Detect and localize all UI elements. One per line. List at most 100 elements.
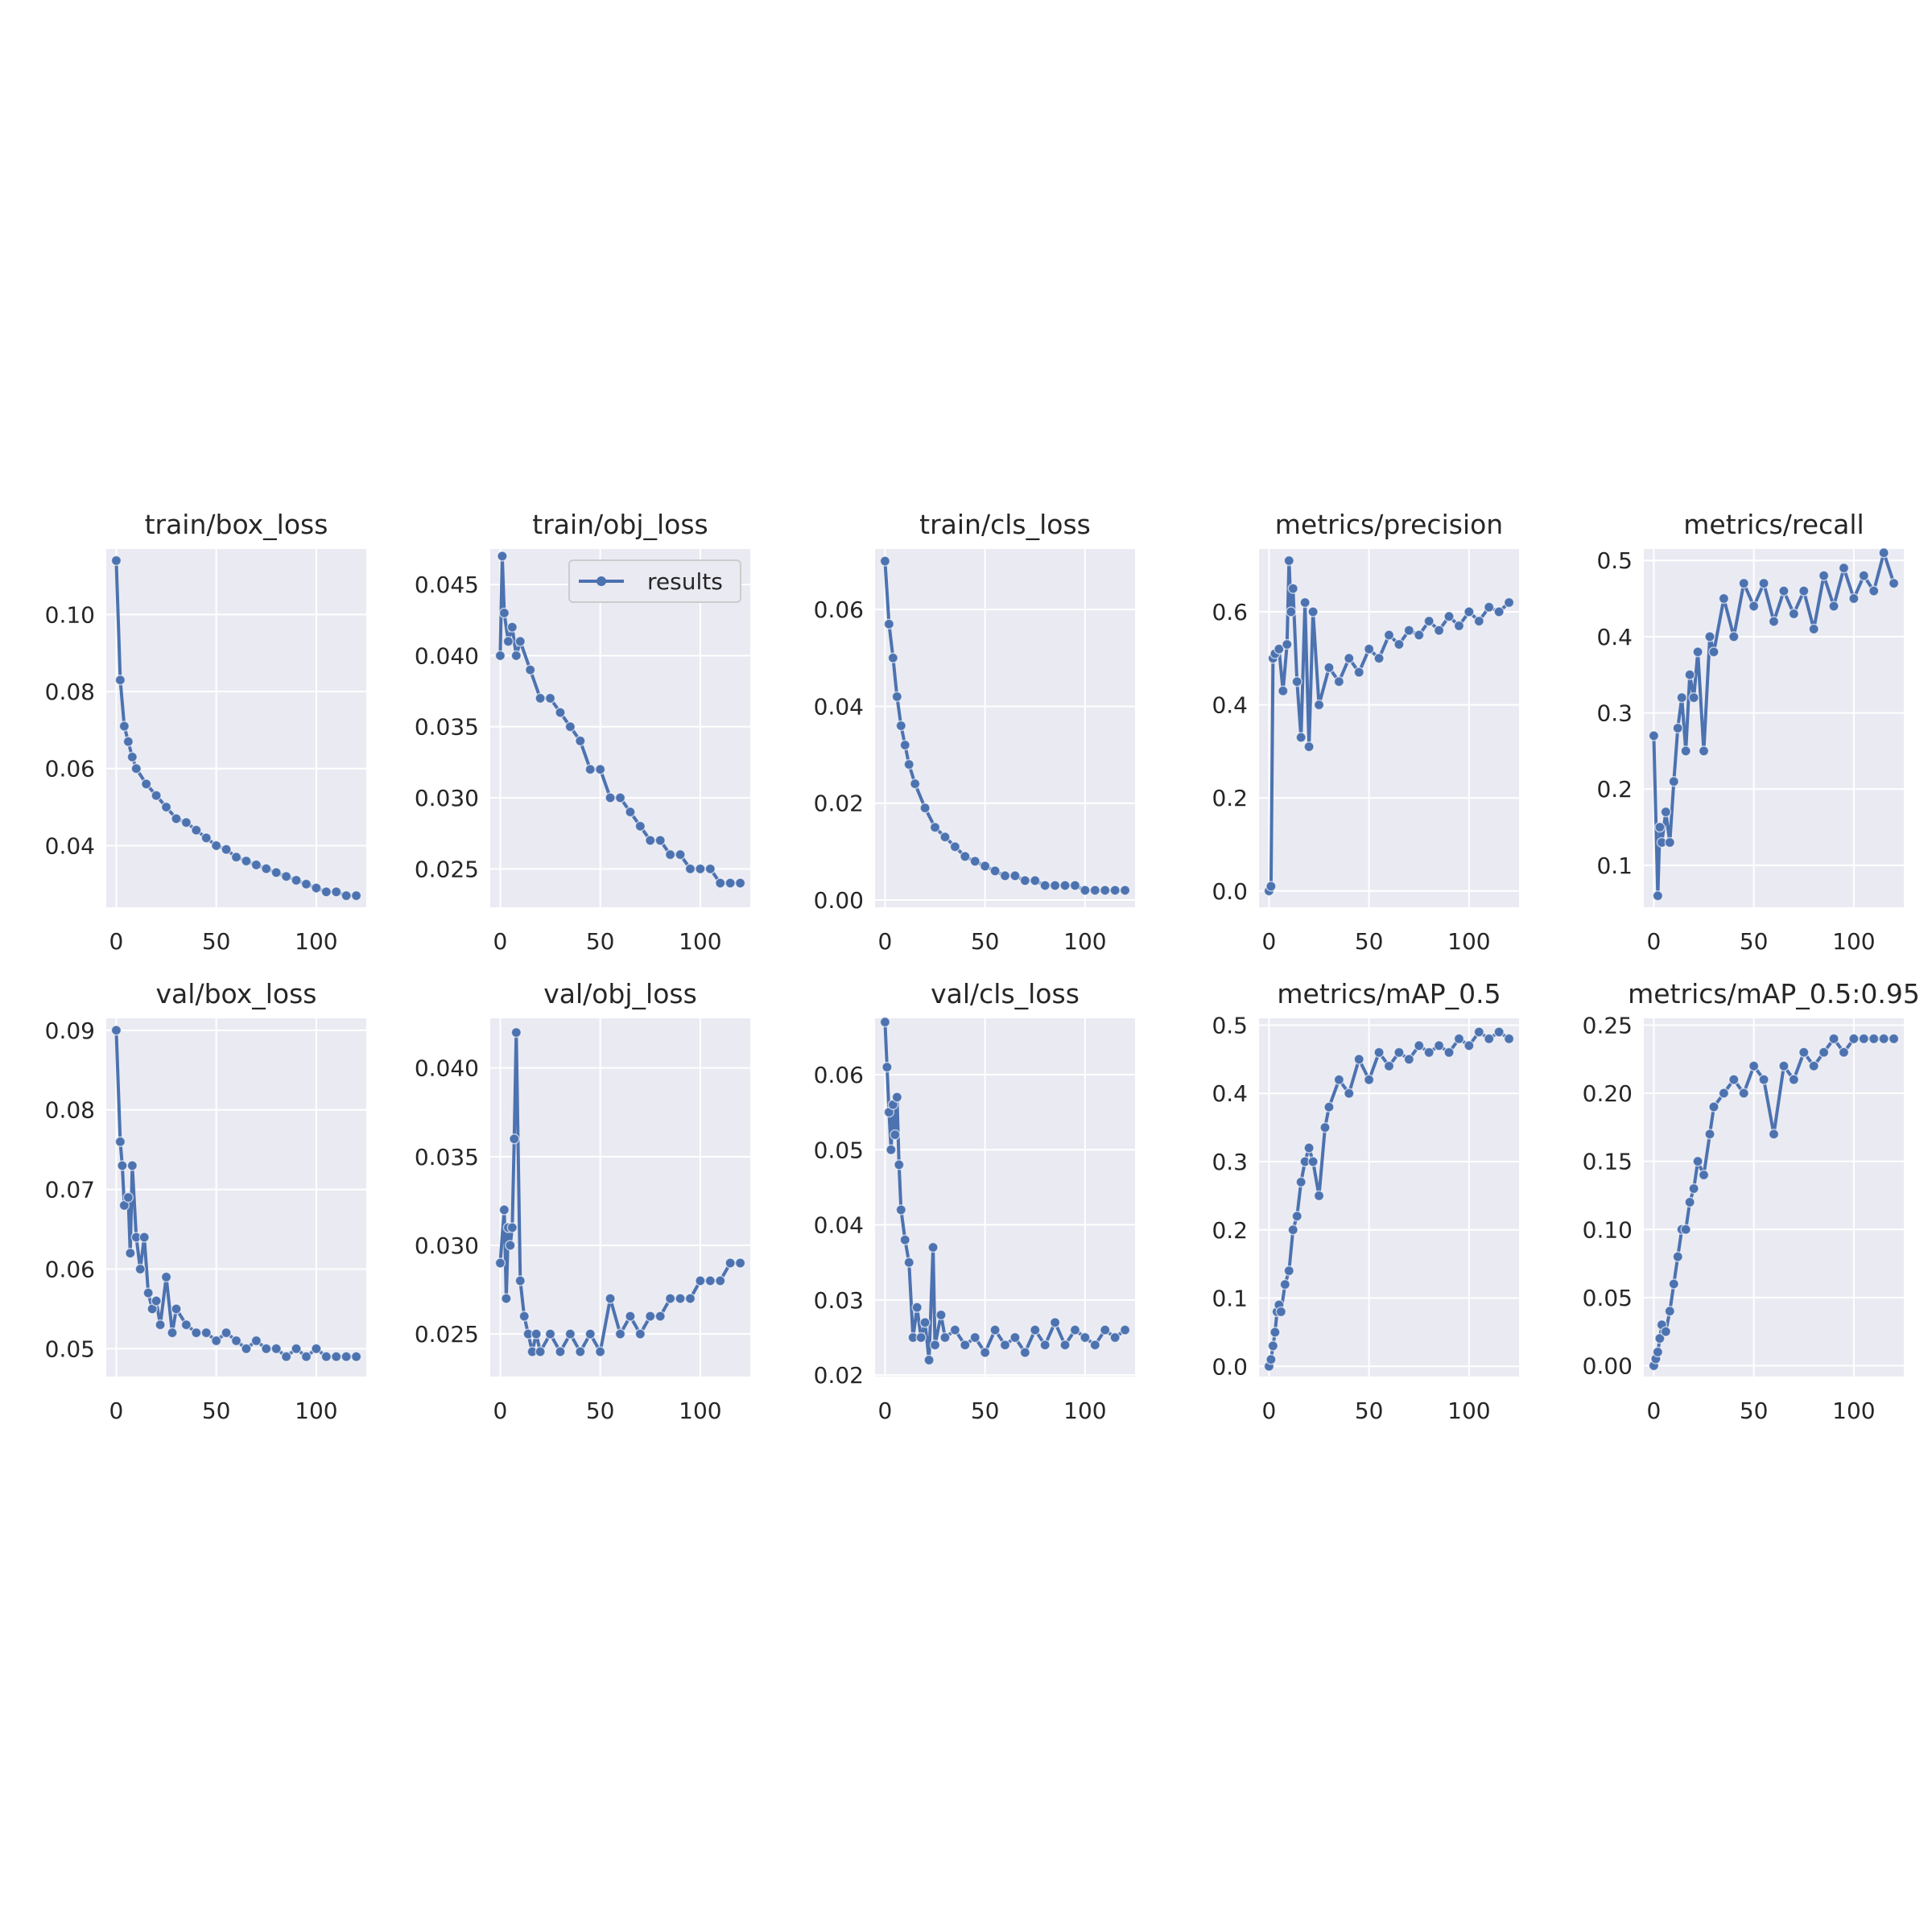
data-point	[979, 861, 991, 872]
data-point	[1718, 592, 1730, 605]
data-point	[125, 1247, 136, 1259]
y-tick-label: 0.040	[415, 642, 479, 669]
data-point	[1808, 623, 1819, 635]
data-point	[1728, 1074, 1740, 1085]
data-point	[510, 1026, 522, 1038]
data-point	[1059, 880, 1071, 891]
data-point	[1295, 732, 1307, 743]
y-tick-label: 0.10	[1583, 1216, 1633, 1243]
data-point	[879, 1016, 891, 1028]
data-point	[1049, 880, 1061, 891]
data-point	[1269, 1327, 1281, 1338]
data-point	[1848, 592, 1860, 605]
data-point	[114, 674, 126, 686]
y-tick-label: 0.06	[45, 1257, 95, 1283]
data-point	[1265, 1354, 1277, 1365]
data-point	[879, 555, 891, 567]
y-tick-label: 0.25	[1583, 1012, 1633, 1038]
subplot-val-box-loss: 0 50 100 0.05 0.06 0.07 0.08 0.09 val/box_loss	[45, 978, 366, 1424]
data-point	[291, 1343, 302, 1355]
data-point	[1660, 1326, 1672, 1337]
data-point	[969, 856, 980, 867]
data-point	[1660, 806, 1672, 818]
data-point	[584, 763, 596, 775]
data-point	[1654, 1332, 1666, 1344]
data-point	[634, 1328, 646, 1340]
data-point	[1672, 1251, 1683, 1262]
data-point	[1019, 1347, 1031, 1358]
data-point	[1030, 1324, 1041, 1335]
data-point	[1414, 1040, 1425, 1051]
data-point	[498, 607, 510, 619]
data-point	[270, 1343, 282, 1355]
data-point	[1049, 1317, 1061, 1328]
data-point	[160, 801, 172, 813]
data-point	[999, 870, 1011, 881]
data-point	[311, 882, 322, 894]
y-tick-label: 0.00	[1583, 1352, 1633, 1379]
data-point	[1287, 583, 1298, 594]
y-tick-label: 0.3	[1596, 700, 1633, 727]
data-point	[1676, 691, 1687, 704]
data-point	[524, 664, 536, 675]
data-point	[250, 859, 262, 871]
data-point	[167, 1327, 178, 1339]
subplot-title: val/obj_loss	[543, 978, 697, 1009]
data-point	[1039, 880, 1051, 891]
data-point	[180, 1319, 192, 1331]
data-point	[1473, 1026, 1485, 1038]
data-point	[110, 555, 122, 567]
subplot-train-cls-loss: 0 50 100 0.00 0.02 0.04 0.06 train/cls_loss	[814, 509, 1135, 955]
subplot-metrics-recall: 0 50 100 0.1 0.2 0.3 0.4 0.5 metrics/recall	[1596, 509, 1904, 955]
data-point	[881, 1061, 893, 1073]
data-point	[1698, 745, 1710, 757]
plot-area	[490, 549, 750, 907]
data-point	[1680, 745, 1691, 757]
data-point	[1848, 1033, 1860, 1045]
data-point	[714, 877, 726, 889]
x-tick-label: 50	[1740, 928, 1769, 955]
data-point	[734, 877, 746, 889]
plot-area	[1259, 1018, 1519, 1377]
data-point	[514, 636, 526, 647]
x-tick-label: 100	[679, 1397, 721, 1424]
data-point	[1778, 585, 1790, 597]
data-point	[1728, 631, 1740, 642]
plot-area	[875, 549, 1135, 907]
data-point	[899, 1234, 911, 1245]
y-tick-label: 0.09	[45, 1018, 95, 1044]
data-point	[1768, 616, 1780, 627]
data-point	[1828, 1033, 1839, 1045]
data-point	[1278, 685, 1289, 697]
data-point	[960, 1340, 971, 1351]
x-tick-label: 100	[1447, 928, 1490, 955]
data-point	[575, 1346, 586, 1357]
data-point	[191, 1327, 202, 1339]
data-point	[1878, 547, 1889, 559]
data-point	[1080, 885, 1091, 896]
data-point	[1291, 675, 1302, 687]
y-tick-label: 0.10	[45, 601, 95, 628]
data-point	[497, 551, 508, 562]
data-point	[210, 1335, 222, 1347]
data-point	[1778, 1060, 1790, 1071]
data-point	[1888, 1033, 1900, 1045]
x-tick-label: 100	[1063, 928, 1106, 955]
data-point	[1664, 1306, 1676, 1317]
data-point	[494, 1257, 506, 1269]
data-point	[1313, 1190, 1325, 1202]
x-tick-label: 100	[1447, 1397, 1490, 1424]
subplot-title: metrics/recall	[1683, 509, 1864, 540]
data-point	[505, 1240, 516, 1251]
data-point	[1299, 597, 1311, 609]
subplot-train-box-loss: 0 50 100 0.04 0.06 0.08 0.10 train/box_loss	[45, 509, 366, 955]
data-point	[724, 877, 736, 889]
data-point	[894, 1159, 905, 1170]
data-point	[1069, 880, 1081, 891]
data-point	[1393, 1046, 1405, 1059]
data-point	[1099, 885, 1111, 896]
data-point	[1009, 870, 1021, 881]
data-point	[1668, 776, 1680, 787]
data-point	[320, 1351, 332, 1363]
y-tick-label: 0.04	[45, 832, 95, 859]
